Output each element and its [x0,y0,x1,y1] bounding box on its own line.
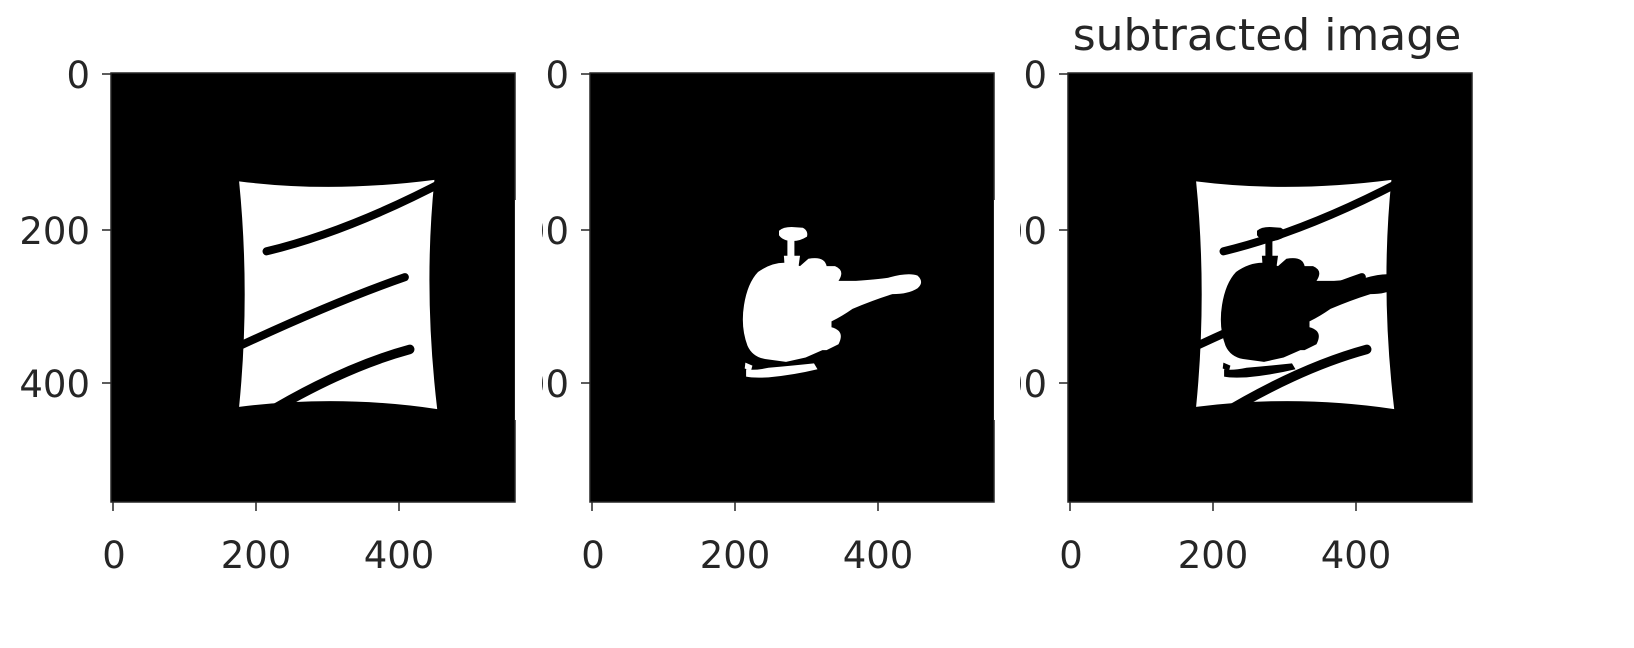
panel-subtracted: subtracted image 0 200 400 0 00 00 [1000,10,1473,577]
panel-square: 0 200 400 0 200 400 [19,54,516,577]
x-tick-label: 0 [102,534,126,577]
y-tick-label: 200 [19,210,90,253]
y-tick-label: 400 [19,363,90,406]
y-ticks [102,73,111,384]
y-tick-label: 0 [1023,54,1047,97]
y-ticks [581,73,590,384]
x-tick-label: 400 [843,534,914,577]
label-occluder [515,200,542,420]
x-tick-label: 200 [221,534,292,577]
y-ticks [1059,73,1068,384]
x-ticks [112,502,400,511]
x-tick-label: 0 [581,534,605,577]
x-tick-label: 200 [700,534,771,577]
square-image [237,180,447,417]
subtracted-image [1194,180,1404,417]
y-tick-label: 0 [66,54,90,97]
x-tick-label: 200 [1178,534,1249,577]
x-tick-label: 400 [364,534,435,577]
label-occluder [994,200,1020,420]
x-ticks [1069,502,1357,511]
x-tick-label: 400 [1321,534,1392,577]
panel-title: subtracted image [1073,10,1462,61]
x-ticks [591,502,879,511]
y-tick-label: 0 [545,54,569,97]
axes-frame [1067,72,1473,503]
x-tick-label: 0 [1059,534,1083,577]
panel-helicopter: 0 200 400 0 00 00 [522,54,995,577]
